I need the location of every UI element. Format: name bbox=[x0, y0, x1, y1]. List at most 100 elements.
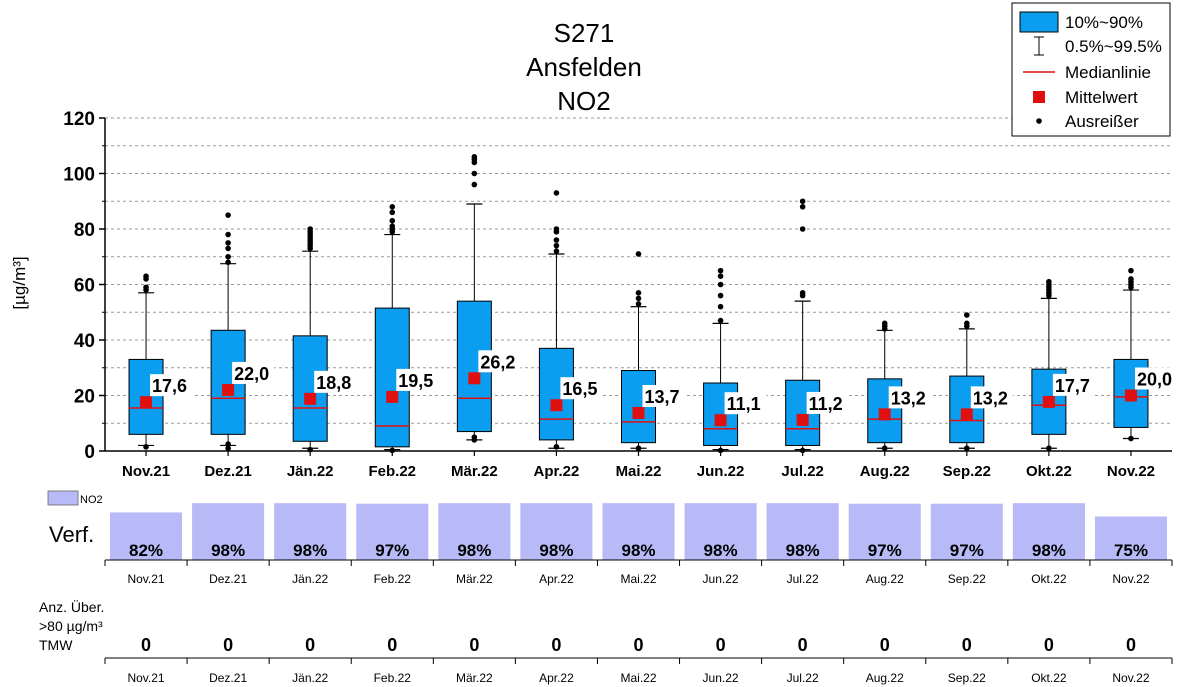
mean-label-bg bbox=[1052, 373, 1095, 396]
x-tick-label: Jul.22 bbox=[781, 463, 824, 480]
outlier-point bbox=[881, 320, 888, 327]
outlier-point bbox=[799, 204, 806, 210]
legend-mean-swatch bbox=[1033, 91, 1045, 103]
mean-label: 13,7 bbox=[645, 387, 680, 407]
mean-marker bbox=[1042, 395, 1055, 408]
mean-label: 20,0 bbox=[1137, 370, 1172, 390]
y-tick-label: 120 bbox=[63, 109, 95, 130]
outlier-point bbox=[307, 446, 313, 453]
mean-label: 26,2 bbox=[480, 352, 515, 372]
outlier-point bbox=[964, 320, 970, 327]
mean-marker bbox=[222, 383, 235, 396]
outlier-point bbox=[964, 312, 970, 318]
outlier-point bbox=[635, 301, 642, 307]
outlier-point bbox=[635, 290, 642, 296]
mean-label-bg bbox=[806, 391, 849, 414]
chart-title-line: NO2 bbox=[557, 86, 610, 116]
outlier-point bbox=[1128, 435, 1134, 442]
x-tick-label: Mär.22 bbox=[451, 463, 498, 480]
exceedance-category: Okt.22 bbox=[1031, 671, 1067, 685]
box-plot: 18,8 bbox=[292, 226, 357, 453]
availability-panel: NO2 Verf. 82% 98% 98% 97% 98% 98% 98% 98% 98% 97% 97… bbox=[47, 490, 1173, 586]
mean-label-bg bbox=[970, 386, 1013, 409]
availability-bar bbox=[684, 503, 757, 560]
x-tick-label: Dez.21 bbox=[204, 463, 252, 480]
mean-label: 19,5 bbox=[398, 371, 433, 391]
outlier-point bbox=[143, 273, 149, 279]
mean-label-bg bbox=[1134, 367, 1177, 390]
box-plot: 16,5 bbox=[538, 190, 603, 450]
mean-label-bg bbox=[642, 384, 685, 407]
outlier-point bbox=[717, 281, 724, 288]
outlier-point bbox=[389, 204, 396, 210]
availability-legend-swatch bbox=[47, 490, 79, 506]
mean-label: 17,6 bbox=[152, 376, 187, 396]
exceedance-category: Aug.22 bbox=[866, 671, 904, 685]
exceedance-category: Sep.22 bbox=[948, 671, 986, 685]
availability-value: 97% bbox=[950, 541, 984, 560]
mean-marker bbox=[960, 408, 973, 421]
outlier-point bbox=[635, 295, 642, 302]
exceedance-category: Dez.21 bbox=[209, 671, 247, 685]
x-tick-label: Jun.22 bbox=[697, 463, 745, 480]
availability-category: Mai.22 bbox=[620, 572, 656, 586]
availability-row-label: Verf. bbox=[49, 522, 94, 547]
mean-label: 13,2 bbox=[973, 388, 1008, 408]
mean-marker bbox=[796, 413, 809, 426]
mean-label: 11,2 bbox=[809, 394, 843, 414]
availability-category: Mär.22 bbox=[456, 572, 493, 586]
outlier-point bbox=[635, 445, 642, 452]
outlier-point bbox=[225, 259, 231, 266]
outlier-point bbox=[225, 253, 231, 260]
outlier-point bbox=[799, 447, 806, 454]
outlier-point bbox=[1128, 276, 1134, 282]
exceedance-value: 0 bbox=[551, 635, 561, 655]
exceedance-row-label: >80 µg/m³ bbox=[39, 618, 103, 634]
exceedance-value: 0 bbox=[798, 635, 808, 655]
availability-category: Dez.21 bbox=[209, 572, 247, 586]
chart-title-line: Ansfelden bbox=[526, 52, 642, 82]
outlier-point bbox=[143, 444, 149, 450]
exceedance-value: 0 bbox=[223, 635, 233, 655]
y-tick-label: 20 bbox=[74, 387, 95, 408]
chart-title: S271 Ansfelden NO2 bbox=[526, 18, 642, 116]
y-tick-label: 80 bbox=[74, 220, 95, 241]
availability-category: Apr.22 bbox=[539, 572, 574, 586]
box-plot: 19,5 bbox=[374, 204, 439, 454]
outlier-point bbox=[143, 284, 149, 291]
mean-marker bbox=[1124, 389, 1137, 402]
mean-marker bbox=[140, 396, 153, 409]
outlier-point bbox=[553, 190, 560, 196]
outlier-point bbox=[553, 226, 560, 232]
mean-label: 16,5 bbox=[562, 379, 597, 399]
availability-value: 98% bbox=[704, 541, 738, 560]
x-tick-label: Okt.22 bbox=[1026, 463, 1072, 480]
exceedance-category: Feb.22 bbox=[374, 671, 412, 685]
mean-label-bg bbox=[150, 374, 193, 397]
mean-label-bg bbox=[888, 386, 931, 409]
x-tick-label: Nov.22 bbox=[1107, 463, 1155, 480]
exceedance-row-label: TMW bbox=[39, 637, 73, 653]
availability-bar bbox=[356, 503, 429, 560]
exceedance-category: Nov.22 bbox=[1112, 671, 1149, 685]
exceedance-category: Jul.22 bbox=[787, 671, 819, 685]
availability-bar bbox=[930, 503, 1003, 560]
mean-label-bg bbox=[314, 370, 357, 393]
availability-category: Jun.22 bbox=[703, 572, 739, 586]
y-tick-label: 100 bbox=[63, 165, 95, 186]
outlier-point bbox=[553, 242, 560, 249]
outlier-point bbox=[225, 231, 231, 238]
mean-label-bg bbox=[478, 350, 521, 373]
exceedance-value: 0 bbox=[716, 635, 726, 655]
outlier-point bbox=[717, 292, 724, 299]
availability-bar bbox=[1094, 516, 1167, 560]
mean-marker bbox=[550, 399, 563, 412]
exceedance-category: Jun.22 bbox=[703, 671, 739, 685]
availability-category: Nov.22 bbox=[1112, 572, 1149, 586]
exceedance-category: Jän.22 bbox=[292, 671, 328, 685]
outlier-point bbox=[389, 209, 396, 216]
availability-value: 97% bbox=[868, 541, 902, 560]
availability-category: Nov.21 bbox=[127, 572, 164, 586]
availability-bar bbox=[1012, 503, 1085, 560]
